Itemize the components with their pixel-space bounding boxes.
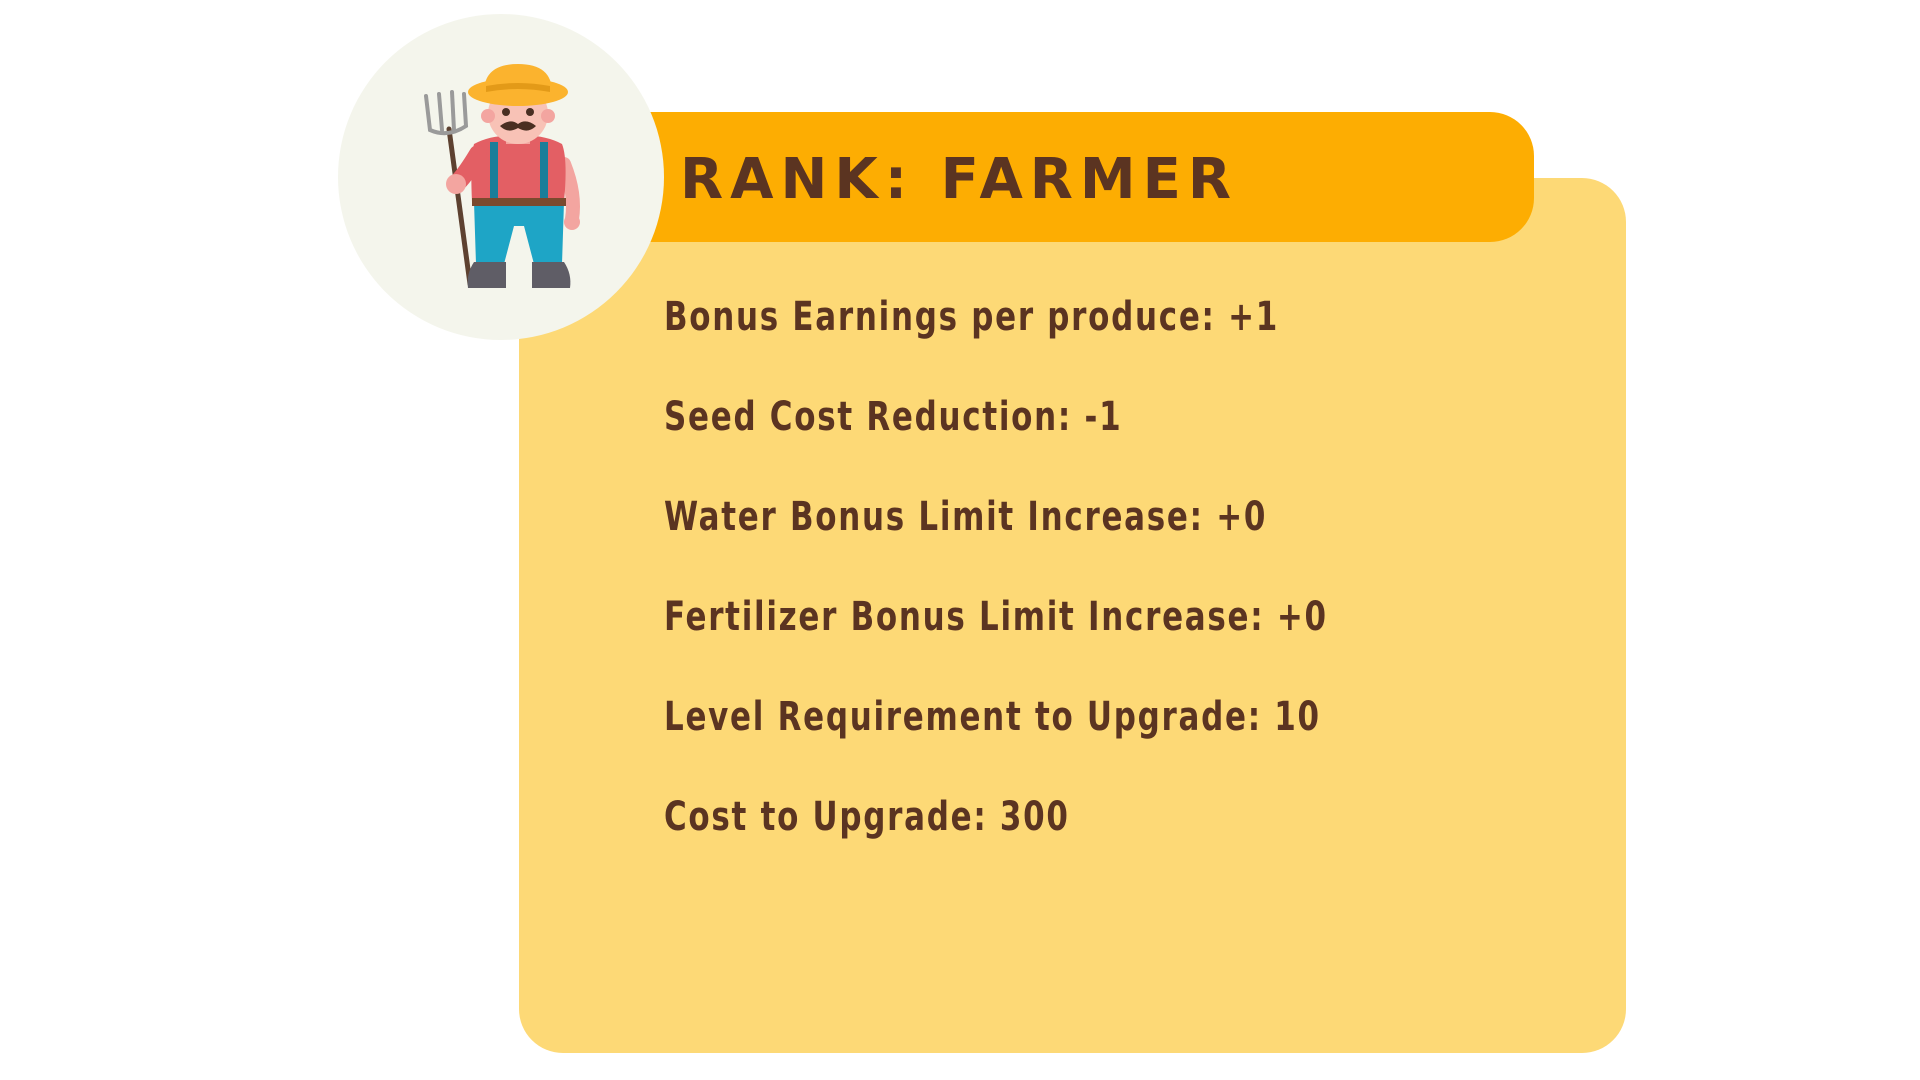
stat-bonus-earnings: Bonus Earnings per produce: +1	[664, 294, 1280, 340]
stat-seed-cost-reduction: Seed Cost Reduction: -1	[664, 394, 1123, 440]
farmer-with-pitchfork-icon	[424, 64, 580, 288]
rank-banner	[570, 112, 1534, 242]
stat-upgrade-cost: Cost to Upgrade: 300	[664, 794, 1070, 840]
rank-title: RANK: FARMER	[680, 147, 1239, 212]
stat-fertilizer-bonus-limit: Fertilizer Bonus Limit Increase: +0	[664, 594, 1328, 640]
farmer-avatar	[338, 14, 664, 340]
stat-level-requirement: Level Requirement to Upgrade: 10	[664, 694, 1321, 740]
stat-water-bonus-limit: Water Bonus Limit Increase: +0	[664, 494, 1268, 540]
rank-stats-list: Bonus Earnings per produce: +1 Seed Cost…	[664, 292, 1436, 892]
rank-card	[519, 178, 1626, 1053]
